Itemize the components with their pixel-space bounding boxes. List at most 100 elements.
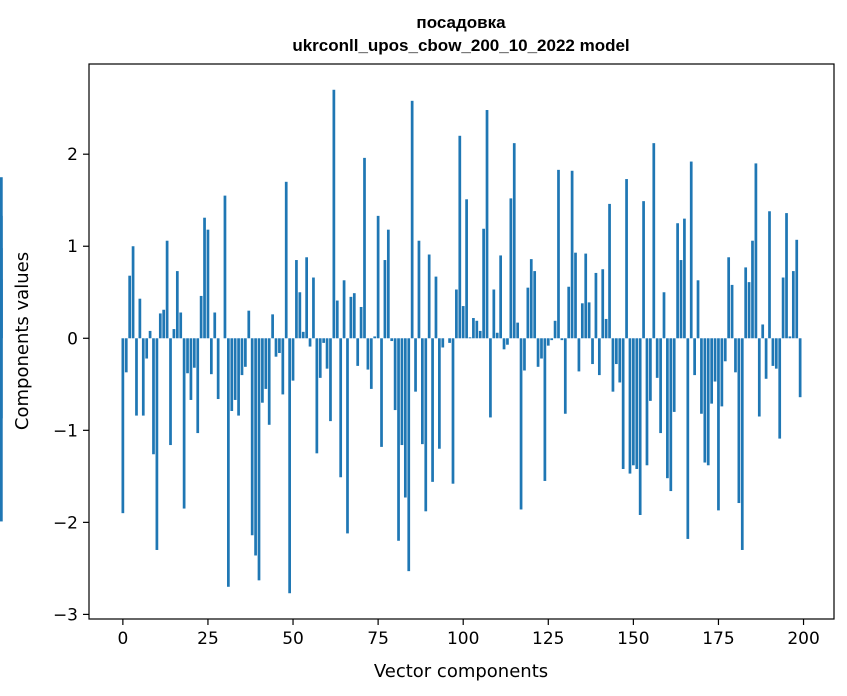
bar-component-110 [495, 332, 499, 339]
bar-component-25 [206, 229, 210, 339]
bar-component-87 [417, 240, 421, 339]
bar-component-169 [696, 280, 700, 339]
bar-component-100 [461, 306, 465, 339]
bar-component-126 [550, 338, 554, 341]
plot-area-frame [88, 63, 835, 620]
bar-component-56 [312, 277, 315, 339]
bar-component-173 [710, 338, 714, 404]
bar-component-9 [152, 338, 155, 455]
y-tick-label: −2 [53, 513, 78, 533]
bar-component-182 [740, 338, 744, 550]
bar-component-28 [216, 338, 220, 400]
bar-component-133 [574, 252, 577, 339]
bar-component-180 [734, 338, 737, 373]
bar-component-119 [526, 287, 530, 339]
bar-component-7 [145, 338, 149, 359]
bar-component-61 [329, 338, 332, 422]
bar-component-105 [478, 330, 482, 339]
y-tick-label: 0 [67, 329, 78, 349]
bar-component-146 [618, 338, 622, 383]
bar-component-157 [655, 338, 659, 378]
bar-component-101 [465, 199, 468, 339]
bar-component-90 [427, 254, 431, 339]
bar-component-177 [723, 338, 727, 362]
bar-component-190 [768, 211, 771, 339]
bar-component-97 [451, 338, 455, 484]
bar-component-58 [318, 338, 322, 378]
x-tick-label: 200 [787, 629, 819, 649]
bar-component-179 [730, 284, 734, 339]
bar-component-116 [516, 322, 520, 339]
bar-component-151 [635, 338, 639, 469]
bar-component-undefined [0, 338, 3, 522]
bar-component-186 [754, 163, 758, 339]
bar-component-41 [261, 338, 264, 403]
bar-component-10 [155, 338, 159, 550]
bar-component-42 [264, 338, 268, 389]
bar-component-113 [506, 338, 509, 345]
bar-component-30 [223, 195, 227, 339]
bar-component-57 [315, 338, 319, 454]
bar-component-19 [186, 338, 189, 374]
bar-component-31 [227, 338, 230, 587]
bar-component-13 [165, 240, 169, 339]
bar-component-196 [788, 336, 792, 339]
bar-component-123 [540, 338, 543, 359]
bar-component-195 [785, 213, 788, 339]
bar-component-26 [209, 338, 213, 375]
bar-component-85 [410, 100, 414, 339]
bar-component-136 [584, 253, 588, 339]
y-tick-label: −3 [53, 605, 78, 625]
bar-component-79 [390, 338, 394, 342]
x-tick-label: 25 [197, 629, 219, 649]
chart-title: посадовка [416, 13, 506, 32]
bar-component-132 [570, 170, 574, 339]
bar-component-184 [747, 282, 751, 339]
bar-component-53 [301, 331, 305, 339]
bar-component-66 [346, 338, 349, 534]
bar-component-96 [448, 338, 451, 343]
bar-component-142 [604, 318, 608, 339]
bar-component-197 [791, 271, 795, 339]
bar-component-43 [267, 338, 271, 425]
bar-component-109 [492, 289, 496, 339]
bar-component-112 [502, 338, 506, 350]
y-tick-label: 1 [67, 237, 78, 257]
bar-component-75 [376, 215, 380, 339]
bar-component-undefined [0, 215, 3, 339]
bar-component-44 [271, 314, 274, 339]
x-axis-ticks: 0 25 50 75 100 125 150 175 200 [117, 619, 820, 649]
bar-component-149 [628, 338, 632, 474]
bar-component-125 [546, 338, 550, 346]
bar-component-174 [713, 338, 717, 382]
bar-component-22 [196, 338, 200, 434]
bar-component-63 [335, 300, 339, 339]
bar-component-14 [169, 338, 172, 446]
bar-component-50 [291, 338, 295, 381]
x-tick-label: 150 [617, 629, 649, 649]
bar-component-51 [295, 260, 298, 339]
bar-component-93 [438, 338, 441, 449]
bar-component-54 [305, 257, 308, 339]
bar-component-80 [393, 338, 397, 411]
bar-component-37 [247, 310, 251, 339]
bar-component-193 [778, 338, 782, 439]
x-tick-label: 175 [702, 629, 734, 649]
bar-component-68 [352, 293, 356, 339]
bar-component-99 [458, 135, 462, 339]
bar-component-46 [278, 338, 281, 354]
bar-component-17 [179, 312, 183, 339]
bar-component-111 [499, 255, 502, 339]
bar-component-159 [662, 292, 666, 339]
bar-component-27 [213, 312, 217, 339]
bar-component-3 [131, 246, 135, 339]
bar-component-135 [580, 303, 584, 339]
bar-component-72 [366, 338, 370, 370]
bar-component-60 [325, 338, 329, 369]
bar-component-137 [587, 302, 591, 339]
bar-component-23 [199, 295, 203, 339]
bar-component-192 [774, 338, 778, 369]
bar-component-120 [529, 259, 533, 339]
bar-component-2 [128, 275, 132, 339]
